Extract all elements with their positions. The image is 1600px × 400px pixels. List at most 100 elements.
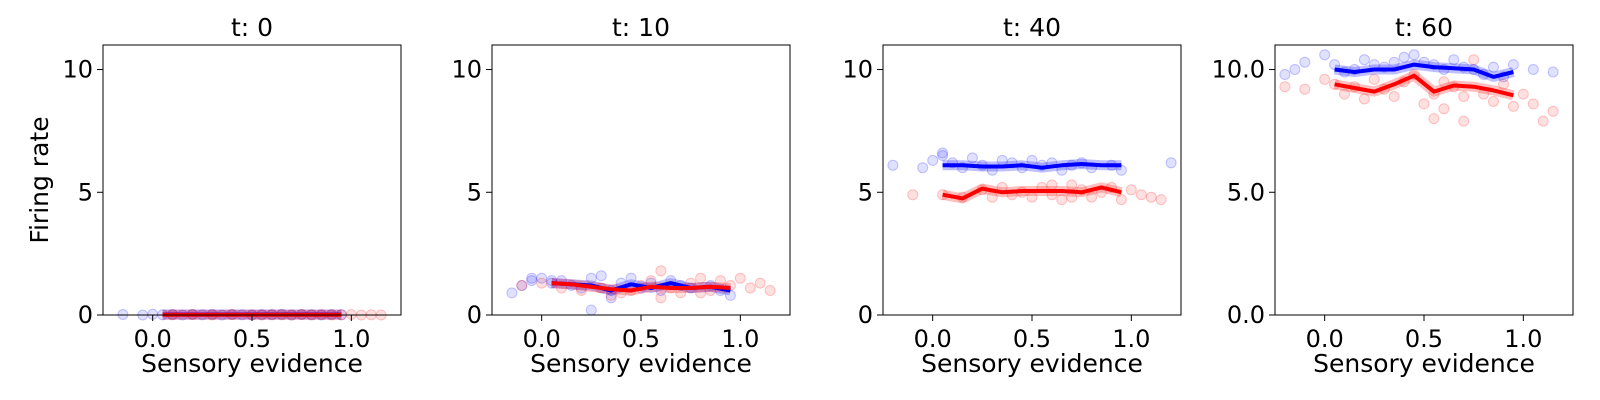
x-tick-label: 0.0 <box>1306 325 1344 353</box>
y-tick-label: 10 <box>62 56 93 84</box>
scatter-point-s2 <box>1527 98 1539 110</box>
scatter-point-s1 <box>1299 56 1311 68</box>
y-tick-label: 10 <box>842 56 873 84</box>
scatter-point-s2 <box>734 272 746 284</box>
y-tick-label: 5 <box>78 178 93 206</box>
scatter-point-s2 <box>1498 78 1509 90</box>
y-tick-label: 0.0 <box>1227 301 1265 329</box>
scatter-point-s1 <box>506 287 518 299</box>
x-axis-label: Sensory evidence <box>141 349 363 378</box>
x-tick-label: 0.0 <box>523 325 561 353</box>
scatter-point-s1 <box>1547 66 1559 78</box>
chart-title: t: 60 <box>1395 13 1453 42</box>
scatter-point-s2 <box>1507 100 1519 112</box>
scatter-point-s2 <box>907 189 919 201</box>
mean-line-s2 <box>942 185 1122 201</box>
y-tick-label: 5.0 <box>1227 178 1265 206</box>
scatter-point-s1 <box>585 272 597 284</box>
scatter-point-s2 <box>1358 93 1370 105</box>
scatter-point-s1 <box>1165 157 1177 169</box>
x-tick-label: 0.5 <box>1405 325 1443 353</box>
scatter-point-s1 <box>1507 59 1519 71</box>
y-tick-label: 10 <box>451 56 482 84</box>
chart-title: t: 10 <box>612 13 670 42</box>
scatter-point-s2 <box>1468 54 1480 66</box>
x-tick-label: 0.0 <box>914 325 952 353</box>
scatter-point-s1 <box>605 292 617 304</box>
scatter-point-s2 <box>655 292 667 304</box>
scatter-point-s2 <box>1537 115 1549 127</box>
x-tick-label: 1.0 <box>1504 325 1542 353</box>
scatter-point-s1 <box>917 162 929 174</box>
x-tick-label: 0.5 <box>622 325 660 353</box>
x-tick-label: 0.5 <box>1013 325 1051 353</box>
scatter-point-s2 <box>1279 81 1291 93</box>
y-tick-label: 5 <box>467 178 482 206</box>
scatter-point-s2 <box>1458 91 1470 102</box>
scatter-point-s1 <box>1289 64 1301 75</box>
scatter-point-s2 <box>1299 83 1311 95</box>
x-axis-label: Sensory evidence <box>530 349 752 378</box>
x-tick-label: 1.0 <box>1112 325 1150 353</box>
scatter-point-s1 <box>536 272 548 284</box>
scatter-point-s1 <box>1279 69 1291 80</box>
scatter-point-s1 <box>927 154 939 166</box>
chart-panel-1: 0.0 0.5 1.0 0 5 10 t: 0 Sensory evidence Firing … <box>25 13 402 378</box>
mean-line-s2 <box>1334 73 1514 98</box>
scatter-point-s1 <box>1398 51 1410 63</box>
scatter-point-s1 <box>1319 49 1331 61</box>
scatter-point-s2 <box>1115 194 1127 206</box>
scatter-point-s2 <box>655 265 667 277</box>
scatter-point-s2 <box>695 272 707 284</box>
scatter-point-s2 <box>1125 184 1137 196</box>
scatter-point-s1 <box>585 304 597 316</box>
mean-line-s1 <box>1334 62 1514 79</box>
scatter-point-s1 <box>1408 49 1420 61</box>
scatter-point-s2 <box>1547 105 1559 117</box>
scatter-point-s1 <box>937 150 949 161</box>
scatter-point-s2 <box>1135 189 1147 201</box>
x-tick-label: 0.5 <box>233 325 271 353</box>
scatter-point-s1 <box>526 272 538 284</box>
x-axis-label: Sensory evidence <box>1313 349 1535 378</box>
y-tick-label: 0 <box>467 301 482 329</box>
scatter-point-s1 <box>1448 54 1460 66</box>
scatter-point-s1 <box>526 275 538 287</box>
x-tick-label: 0.0 <box>134 325 172 353</box>
scatter-point-s2 <box>536 277 548 289</box>
scatter-point-s2 <box>1438 103 1450 115</box>
scatter-point-s1 <box>1527 64 1539 75</box>
x-tick-label: 1.0 <box>721 325 759 353</box>
chart-title: t: 40 <box>1003 13 1061 42</box>
scatter-point-s1 <box>1388 56 1400 68</box>
scatter-point-s2 <box>1155 194 1167 206</box>
chart-title: t: 0 <box>231 13 273 42</box>
y-tick-label: 0 <box>858 301 873 329</box>
chart-panel-3: 0.0 0.5 1.0 0 5 10 t: 40 Sensory evidence <box>842 13 1182 378</box>
scatter-point-s2 <box>1517 88 1529 100</box>
scatter-point-s2 <box>1458 115 1470 127</box>
scatter-point-s2 <box>744 282 756 294</box>
mean-line-s2 <box>551 281 731 293</box>
y-tick-label: 0 <box>78 301 93 329</box>
scatter-point-s2 <box>1488 96 1499 107</box>
scatter-point-s2 <box>1428 113 1440 125</box>
scatter-point-s1 <box>1488 61 1499 73</box>
scatter-point-s2 <box>1388 91 1400 102</box>
scatter-point-s1 <box>595 270 607 282</box>
scatter-point-s2 <box>1056 194 1068 206</box>
scatter-point-s2 <box>754 277 766 289</box>
scatter-point-s2 <box>1145 191 1157 203</box>
scatter-point-s2 <box>764 285 776 296</box>
chart-panel-2: 0.0 0.5 1.0 0 5 10 t: 10 Sensory evidence <box>451 13 791 378</box>
scatter-point-s2 <box>1339 88 1350 100</box>
scatter-point-s2 <box>516 280 528 291</box>
scatter-point-s1 <box>887 159 899 171</box>
scatter-point-s2 <box>1086 191 1098 203</box>
mean-line-s1 <box>942 162 1122 170</box>
scatter-point-s2 <box>1418 98 1430 110</box>
scatter-point-s2 <box>1319 73 1331 85</box>
scatter-point-s1 <box>1358 54 1370 66</box>
y-axis-label: Firing rate <box>25 116 54 243</box>
